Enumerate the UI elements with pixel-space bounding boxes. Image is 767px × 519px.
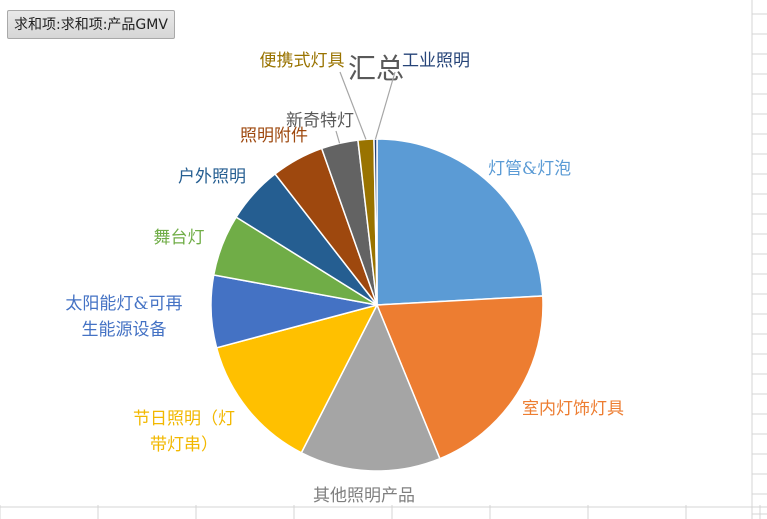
slice-label: 舞台灯 [154, 228, 205, 248]
slice-label: 灯管&灯泡 [488, 159, 571, 179]
pie-slice [300, 303, 441, 472]
slice-label: 节日照明（灯带灯串） [133, 409, 235, 455]
slice-label: 太阳能灯&可再生能源设备 [65, 294, 182, 340]
slice-label: 其他照明产品 [313, 486, 415, 506]
leader-line [339, 71, 367, 140]
slice-label: 照明附件 [240, 126, 308, 146]
chart-title: 汇总 [348, 52, 404, 85]
slice-label: 室内灯饰灯具 [522, 399, 624, 419]
pie-slices [210, 138, 544, 472]
slice-label: 新奇特灯 [286, 111, 354, 131]
leader-line [335, 130, 341, 144]
pivot-field-button[interactable]: 求和项:求和项:产品GMV [7, 10, 175, 39]
leader-line [374, 71, 396, 140]
slice-label: 便携式灯具 [260, 51, 345, 71]
slice-label: 工业照明 [402, 51, 470, 71]
slice-label: 户外照明 [178, 167, 246, 187]
leader-lines [335, 71, 396, 144]
pie-slice [376, 138, 544, 306]
pie-slice [215, 303, 379, 454]
pie-slice [375, 295, 544, 460]
